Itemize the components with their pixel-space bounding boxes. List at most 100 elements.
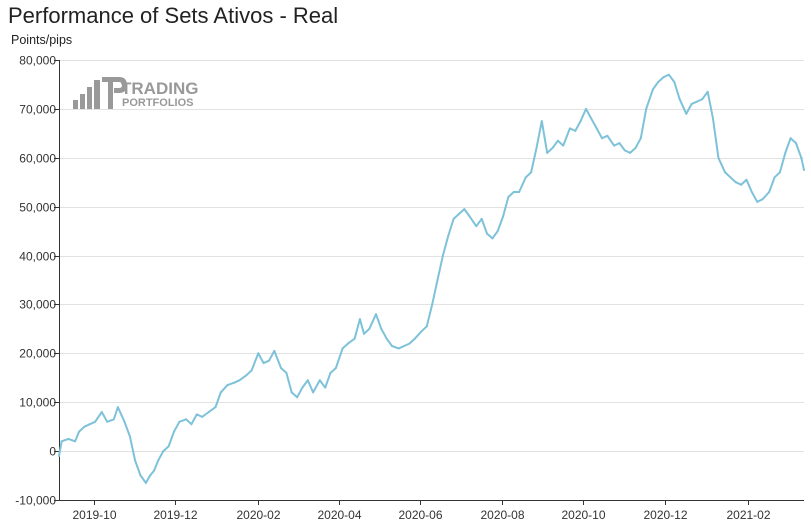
data-point <box>207 411 210 413</box>
data-point <box>363 332 365 335</box>
data-point <box>403 345 406 347</box>
data-point <box>78 430 81 433</box>
data-point <box>706 90 709 93</box>
x-tick-label: 2020-12 <box>643 508 687 522</box>
y-tick-label: 60,000 <box>19 152 56 166</box>
data-point <box>623 149 626 152</box>
data-point <box>613 144 616 147</box>
data-point <box>100 411 103 413</box>
data-point <box>375 313 377 316</box>
trading-portfolios-logo: TRADING PORTFOLIOS <box>73 77 198 109</box>
data-point <box>502 215 505 218</box>
data-point <box>380 327 383 330</box>
data-point <box>496 230 499 233</box>
data-point <box>134 459 137 462</box>
data-point <box>740 183 743 186</box>
data-point <box>334 367 337 369</box>
data-point <box>651 88 654 91</box>
data-point <box>238 379 241 382</box>
data-point <box>745 178 748 181</box>
data-point <box>60 440 63 443</box>
data-point <box>795 142 797 145</box>
data-point <box>690 103 693 105</box>
data-point <box>701 98 704 101</box>
data-point <box>803 169 805 171</box>
y-axis-ticks: -10,000 0 10,000 20,000 30,000 40,000 50,000 60… <box>15 54 59 508</box>
data-point <box>106 420 109 423</box>
data-point <box>551 147 554 149</box>
data-point <box>657 81 660 83</box>
logo-bar-2 <box>80 94 85 109</box>
data-point <box>74 440 77 443</box>
data-point <box>341 347 344 350</box>
data-point <box>729 176 732 179</box>
series-layer <box>58 73 805 484</box>
data-point <box>290 391 293 394</box>
data-point <box>329 371 332 374</box>
data-point <box>112 418 115 421</box>
data-point <box>123 420 126 423</box>
data-point <box>562 144 565 147</box>
y-tick-label: -10,000 <box>15 494 56 508</box>
data-point <box>518 191 521 193</box>
data-point <box>601 137 603 140</box>
data-point <box>58 455 60 457</box>
data-point <box>734 181 737 184</box>
data-point <box>717 156 720 159</box>
data-point <box>408 342 411 345</box>
data-point <box>301 386 304 389</box>
data-point <box>353 337 356 340</box>
data-point <box>789 137 792 140</box>
data-point <box>346 342 349 345</box>
logo-text-trading: TRADING <box>121 79 198 98</box>
data-point <box>324 386 327 389</box>
data-point <box>157 459 159 462</box>
data-point <box>634 147 637 149</box>
y-tick-label: 20,000 <box>19 347 56 361</box>
data-point <box>413 337 416 340</box>
y-tick-label: 40,000 <box>19 250 56 264</box>
data-point <box>724 171 727 174</box>
data-point <box>568 127 571 130</box>
data-point <box>153 469 155 472</box>
data-point <box>94 420 97 423</box>
data-point <box>606 134 609 137</box>
data-point <box>546 151 549 154</box>
data-point <box>306 379 309 382</box>
data-point <box>285 371 288 374</box>
grid-lines <box>59 60 804 501</box>
data-point <box>468 215 471 218</box>
x-tick-label: 2020-06 <box>398 508 442 522</box>
data-point <box>585 107 587 110</box>
y-tick-label: 50,000 <box>19 201 56 215</box>
logo-bar-4 <box>94 80 100 109</box>
data-point <box>447 235 450 237</box>
data-point <box>756 200 759 203</box>
axes <box>59 60 804 501</box>
x-tick-label: 2020-08 <box>480 508 524 522</box>
data-point <box>397 347 400 350</box>
data-point <box>268 359 270 362</box>
data-point <box>128 435 131 438</box>
data-point <box>185 418 188 421</box>
data-point <box>214 406 217 409</box>
data-point <box>618 142 621 145</box>
data-point <box>685 112 688 115</box>
data-point <box>667 73 670 76</box>
logo-bar-3 <box>87 87 92 109</box>
data-point <box>167 445 170 448</box>
data-point <box>296 396 299 399</box>
data-point <box>144 481 147 484</box>
data-point <box>226 384 229 387</box>
y-tick-label: 30,000 <box>19 298 56 312</box>
data-point <box>425 325 428 328</box>
series-line <box>58 73 805 484</box>
x-tick-label: 2020-10 <box>561 508 605 522</box>
data-point <box>190 423 193 426</box>
data-point <box>491 237 494 240</box>
data-point <box>556 139 559 142</box>
x-axis-ticks: 2019-10 2019-12 2020-02 2020-04 2020-06 2020-… <box>72 500 771 522</box>
data-point <box>530 171 533 174</box>
logo-p-shape <box>114 77 127 93</box>
data-point <box>800 156 803 159</box>
